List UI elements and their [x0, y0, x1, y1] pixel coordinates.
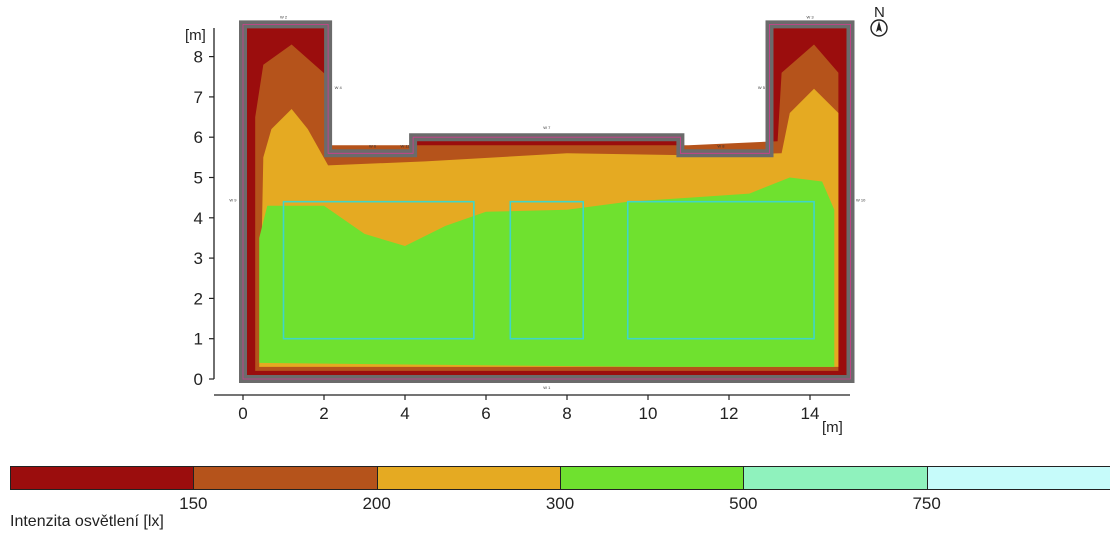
x-tick-label: 4	[400, 404, 409, 423]
legend-color-bar	[10, 466, 1110, 490]
zone-300-500	[259, 177, 835, 367]
x-tick-label: 14	[801, 404, 820, 423]
y-tick-label: 3	[194, 249, 203, 268]
legend-threshold-label: 500	[729, 494, 758, 513]
y-tick-label: 0	[194, 370, 203, 389]
y-tick-label: 1	[194, 330, 203, 349]
calculation-grid-2	[509, 200, 584, 340]
x-tick-label: 12	[720, 404, 739, 423]
legend-swatch	[743, 467, 927, 489]
north-arrow-icon	[870, 19, 888, 37]
x-tick-label: 2	[319, 404, 328, 423]
surface-label: W 2	[280, 14, 288, 19]
x-tick-label: 0	[238, 404, 247, 423]
surface-label: W 9	[229, 198, 237, 203]
illuminance-zones	[243, 24, 851, 380]
north-label: N	[874, 4, 885, 21]
surface-label: W 11	[400, 143, 410, 148]
surface-label: W 7	[543, 125, 551, 130]
surface-label: W 1	[543, 385, 551, 390]
y-axis-unit: [m]	[185, 27, 206, 44]
legend-threshold-label: 750	[912, 494, 941, 513]
x-axis-unit: [m]	[822, 419, 843, 436]
surface-label: W 5	[758, 85, 766, 90]
legend-swatch	[559, 467, 744, 489]
legend-threshold-label: 300	[545, 494, 575, 513]
surface-label: W 10	[856, 198, 866, 203]
y-tick-label: 7	[194, 88, 203, 107]
y-tick-label: 5	[194, 169, 203, 188]
legend-threshold-label: 150	[179, 494, 208, 513]
legend-threshold-label: 200	[362, 494, 391, 513]
surface-label: W 6	[369, 143, 377, 148]
surface-label: W 8	[717, 143, 725, 148]
calculation-grids	[282, 200, 815, 340]
calculation-grid-1	[282, 200, 475, 340]
legend-title: Intenzita osvětlení [lx]	[10, 513, 164, 530]
legend-swatch	[376, 467, 560, 489]
wall-inner-line	[242, 23, 851, 380]
y-tick-label: 8	[194, 48, 203, 67]
legend-swatch	[926, 467, 1110, 489]
x-tick-label: 6	[481, 404, 490, 423]
legend-swatch	[193, 467, 377, 489]
y-tick-label: 2	[194, 289, 203, 308]
calculation-grid-3	[626, 200, 815, 340]
surface-label: W 3	[806, 14, 814, 19]
surface-label: W 4	[335, 85, 343, 90]
y-tick-label: 6	[194, 128, 203, 147]
room-walls: W 1 W 2 W 3 W 4 W 5 W 6 W 7 W 8 W 9 W 10 W 11	[229, 14, 866, 390]
x-tick-label: 8	[562, 404, 571, 423]
y-tick-label: 4	[194, 209, 203, 228]
legend-swatch	[10, 467, 194, 489]
x-tick-label: 10	[639, 404, 658, 423]
